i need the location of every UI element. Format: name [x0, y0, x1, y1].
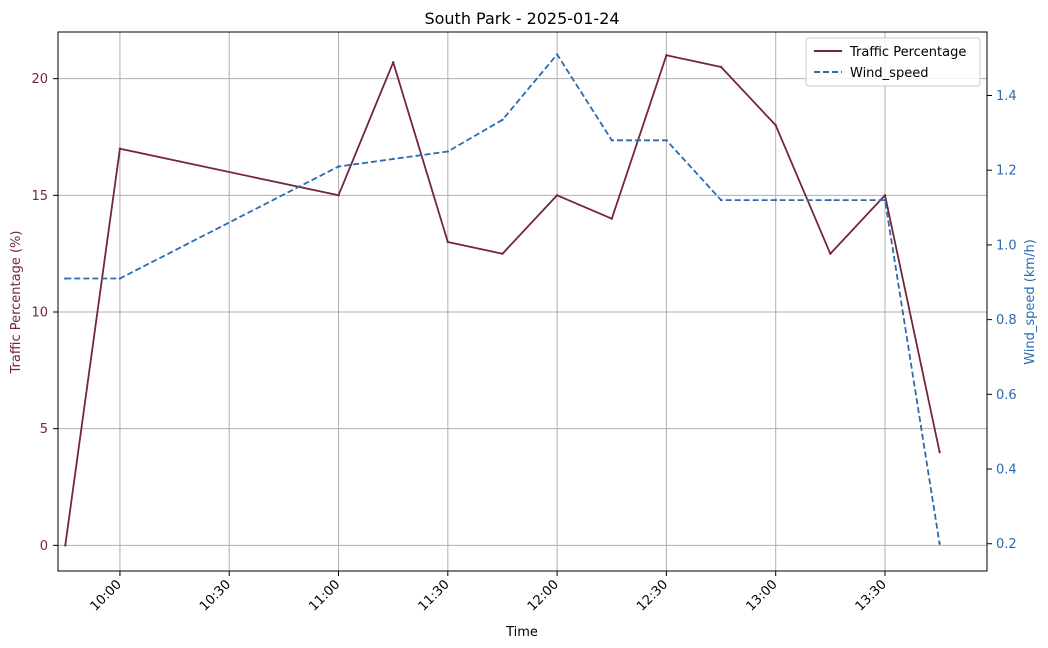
- data-point-traffic: [446, 240, 450, 244]
- x-axis-label: Time: [505, 625, 538, 640]
- x-tick-label: 11:30: [416, 577, 453, 614]
- y-axis-left: 0 5 10 15 20: [31, 72, 58, 554]
- y-left-tick-label: 0: [40, 539, 48, 554]
- data-point-wind: [501, 118, 504, 121]
- data-point-traffic: [118, 147, 122, 150]
- data-point-traffic: [64, 544, 67, 547]
- y-left-tick-label: 10: [31, 306, 48, 321]
- data-point-wind: [774, 198, 777, 202]
- data-point-traffic: [337, 194, 340, 197]
- data-point-traffic: [719, 65, 723, 69]
- series-line-wind: [65, 53, 941, 544]
- y-right-tick-label: 0.8: [996, 313, 1017, 328]
- data-point-wind: [446, 150, 450, 153]
- data-point-traffic: [774, 124, 777, 127]
- legend-box: [805, 37, 981, 87]
- data-point-traffic: [938, 450, 941, 454]
- x-tick-label: 11:00: [306, 577, 343, 614]
- x-tick-label: 10:00: [88, 577, 125, 614]
- data-point-traffic: [501, 252, 504, 255]
- y-right-tick-label: 0.6: [996, 388, 1017, 403]
- x-tick-label: 10:30: [197, 577, 234, 614]
- y-left-tick-label: 5: [40, 422, 48, 437]
- data-point-traffic: [555, 194, 559, 197]
- data-point-traffic: [883, 194, 887, 197]
- data-point-wind: [391, 157, 395, 161]
- data-point-wind: [64, 277, 67, 280]
- legend-label-wind: Wind_speed: [850, 66, 928, 81]
- data-point-wind: [337, 165, 340, 168]
- x-tick-label: 13:00: [743, 577, 780, 614]
- y-right-tick-label: 0.2: [996, 537, 1017, 552]
- x-axis: 10:00 10:30 11:00 11:30 12:00 12:30 13:00 13:30: [88, 571, 890, 614]
- y-axis-right: 0.2 0.4 0.6 0.8 1.0 1.2 1.4: [987, 89, 1017, 552]
- legend: Traffic Percentage Wind_speed: [805, 37, 981, 87]
- y-right-tick-label: 1.2: [996, 164, 1017, 179]
- data-point-traffic: [665, 54, 668, 57]
- data-point-wind: [829, 198, 832, 202]
- plot-frame: [57, 31, 988, 572]
- data-point-wind: [883, 198, 887, 202]
- grid: [58, 32, 987, 571]
- x-tick-label: 12:00: [525, 577, 562, 614]
- legend-label-traffic: Traffic Percentage: [849, 45, 966, 60]
- y-axis-left-label: Traffic Percentage (%): [9, 231, 24, 375]
- series-line-traffic: [64, 54, 941, 546]
- data-point-wind: [719, 198, 723, 202]
- y-axis-right-label: Wind_speed (km/h): [1023, 239, 1038, 365]
- data-point-wind: [118, 277, 122, 280]
- y-right-tick-label: 1.0: [996, 238, 1017, 253]
- y-right-tick-label: 1.4: [996, 89, 1017, 104]
- y-right-tick-label: 0.4: [996, 463, 1017, 478]
- data-point-traffic: [610, 217, 613, 220]
- y-left-tick-label: 15: [31, 189, 48, 204]
- x-tick-label: 13:30: [853, 577, 890, 614]
- data-point-wind: [665, 139, 668, 142]
- x-tick-label: 12:30: [634, 577, 671, 614]
- data-point-traffic: [829, 252, 832, 255]
- series-layer: [64, 53, 941, 547]
- data-point-wind: [555, 53, 559, 56]
- data-point-traffic: [391, 61, 395, 64]
- data-point-wind: [610, 139, 613, 142]
- y-left-tick-label: 20: [31, 72, 48, 87]
- chart-title: South Park - 2025-01-24: [424, 9, 619, 28]
- data-point-wind: [938, 542, 941, 545]
